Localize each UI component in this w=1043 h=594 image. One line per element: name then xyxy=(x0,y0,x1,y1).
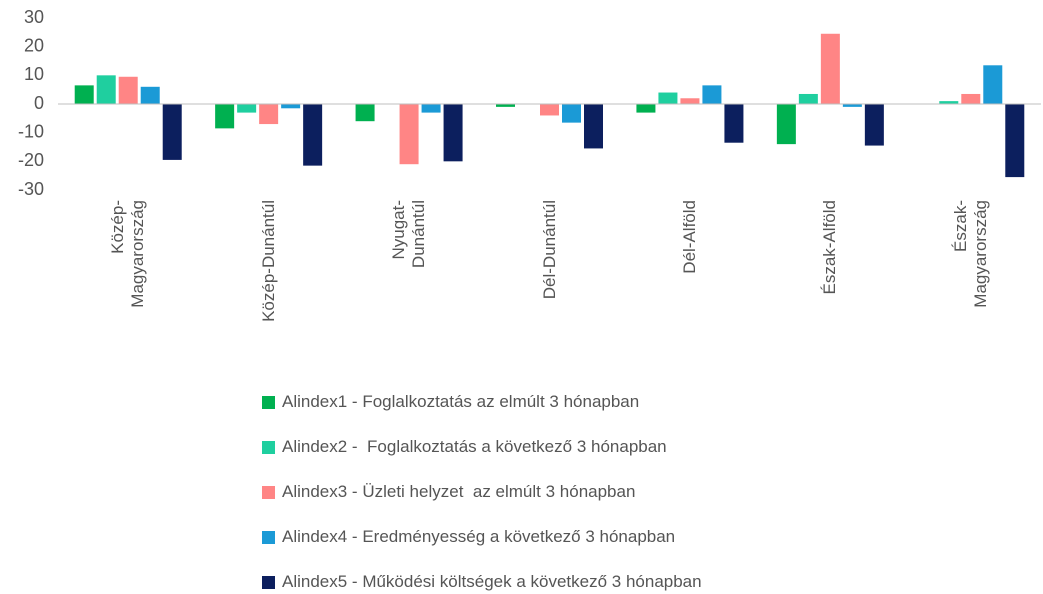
bar xyxy=(118,76,138,104)
bar xyxy=(399,104,419,165)
bar xyxy=(983,65,1003,104)
bar xyxy=(140,86,160,104)
x-tick-label: Dél-Dunántúl xyxy=(539,200,559,300)
y-tick-label: -10 xyxy=(18,121,44,141)
y-tick-label: 0 xyxy=(34,93,44,113)
bar xyxy=(724,104,744,143)
bar xyxy=(680,98,700,104)
bar xyxy=(1005,104,1025,178)
legend-swatch xyxy=(262,440,275,454)
legend-swatch xyxy=(262,485,275,499)
legend-label: Alindex5 - Működési költségek a következ… xyxy=(282,572,702,591)
bar xyxy=(443,104,463,162)
x-tick-label: Észak- Magyarország xyxy=(950,200,990,308)
legend-swatch xyxy=(262,530,275,544)
bar xyxy=(702,85,722,104)
bar xyxy=(496,104,515,107)
y-tick-label: 20 xyxy=(24,35,44,55)
y-tick-label: 30 xyxy=(24,7,44,27)
bar xyxy=(540,104,559,116)
x-tick-label: Közép-Dunántúl xyxy=(258,200,278,322)
legend-item: Alindex2 - Foglalkoztatás a következő 3 … xyxy=(262,437,667,457)
legend-item: Alindex4 - Eredményesség a következő 3 h… xyxy=(262,527,675,547)
bar xyxy=(162,104,182,160)
bar xyxy=(259,104,279,125)
x-tick-label: Nyugat- Dunántúl xyxy=(389,200,429,269)
bar xyxy=(584,104,603,149)
legend-item: Alindex3 - Üzleti helyzet az elmúlt 3 hó… xyxy=(262,482,635,502)
legend-swatch xyxy=(262,575,275,589)
bar xyxy=(215,104,235,129)
bar xyxy=(355,104,375,122)
bar xyxy=(281,104,301,109)
bar xyxy=(237,104,257,113)
x-tick-label: Dél-Alföld xyxy=(679,200,699,274)
bar xyxy=(776,104,796,145)
bar xyxy=(798,93,818,104)
legend-swatch xyxy=(262,395,275,409)
legend-label: Alindex3 - Üzleti helyzet az elmúlt 3 hó… xyxy=(282,482,636,501)
bar xyxy=(658,92,678,104)
x-tick-label: Közép- Magyarország xyxy=(108,200,148,308)
y-tick-label: -30 xyxy=(18,179,44,199)
bar xyxy=(636,104,656,113)
bar xyxy=(842,104,862,107)
bar xyxy=(961,93,981,104)
bar xyxy=(562,104,581,123)
legend-label: Alindex2 - Foglalkoztatás a következő 3 … xyxy=(282,437,667,456)
legend-label: Alindex4 - Eredményesség a következő 3 h… xyxy=(282,527,676,546)
bar xyxy=(74,85,94,104)
legend-item: Alindex1 - Foglalkoztatás az elmúlt 3 hó… xyxy=(262,392,639,412)
legend-label: Alindex1 - Foglalkoztatás az elmúlt 3 hó… xyxy=(282,392,640,411)
bar xyxy=(303,104,323,166)
bar xyxy=(421,104,441,113)
y-tick-label: -20 xyxy=(18,150,44,170)
legend-item: Alindex5 - Működési költségek a következ… xyxy=(262,572,702,592)
y-tick-label: 10 xyxy=(24,64,44,84)
bar xyxy=(820,33,840,105)
bar xyxy=(96,75,116,104)
x-tick-label: Észak-Alföld xyxy=(820,200,840,295)
bar xyxy=(864,104,884,146)
bar xyxy=(939,101,959,104)
